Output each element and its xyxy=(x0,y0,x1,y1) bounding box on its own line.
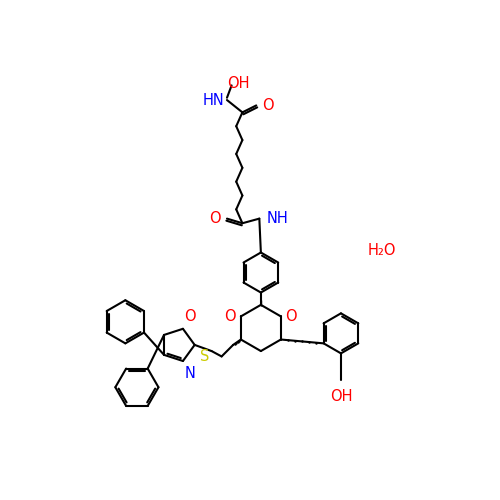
Text: OH: OH xyxy=(330,389,352,404)
Text: O: O xyxy=(286,309,297,324)
Text: H₂O: H₂O xyxy=(368,244,396,258)
Text: O: O xyxy=(224,309,236,324)
Text: O: O xyxy=(184,309,196,324)
Text: O: O xyxy=(209,211,221,226)
Text: S: S xyxy=(200,349,209,364)
Text: O: O xyxy=(262,98,274,113)
Text: HN: HN xyxy=(202,92,224,108)
Text: NH: NH xyxy=(267,211,289,226)
Text: N: N xyxy=(184,366,196,380)
Text: OH: OH xyxy=(227,76,250,90)
